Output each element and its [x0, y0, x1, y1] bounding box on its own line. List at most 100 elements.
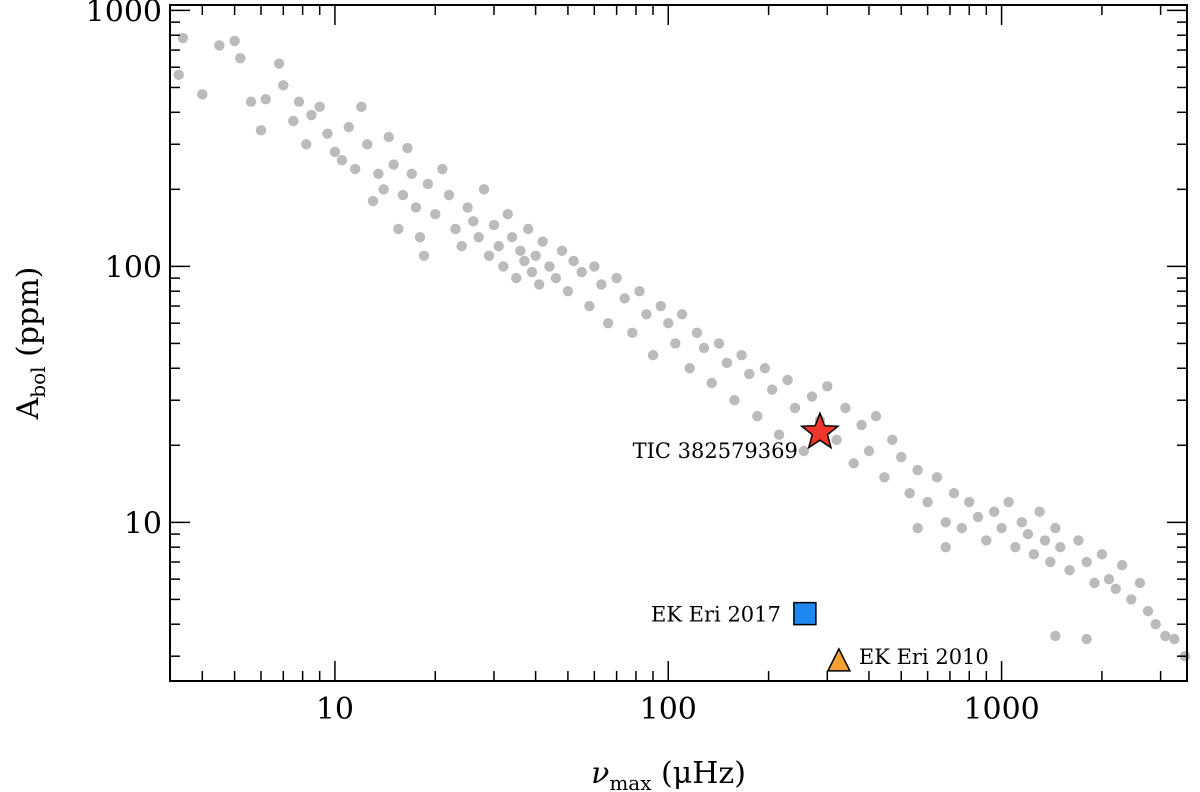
data-point [406, 168, 417, 179]
data-point [173, 69, 184, 81]
data-point [533, 279, 545, 290]
data-point [1016, 517, 1028, 528]
x-tick-label: 100 [640, 692, 697, 727]
data-point [904, 487, 915, 499]
data-point [641, 309, 652, 320]
data-point [576, 266, 587, 278]
data-point [1028, 549, 1040, 560]
data-point [1022, 528, 1034, 540]
triangle-marker [826, 647, 852, 672]
data-point [306, 109, 317, 121]
data-point [378, 184, 389, 195]
data-point [388, 159, 399, 170]
data-point [278, 80, 289, 91]
data-point [1055, 541, 1066, 553]
data-point [691, 327, 703, 339]
data-point [456, 240, 467, 252]
data-point [789, 402, 801, 414]
data-point [1003, 496, 1014, 508]
y-tick-label: 100 [105, 250, 162, 285]
data-point [450, 223, 461, 235]
data-point [515, 245, 526, 257]
data-point [229, 35, 240, 47]
data-point [410, 202, 422, 213]
data-point [530, 250, 541, 261]
data-point [1034, 506, 1045, 517]
data-point [940, 541, 951, 553]
data-point [1110, 583, 1121, 595]
data-point [798, 445, 809, 457]
data-point [336, 154, 348, 166]
data-point [759, 363, 771, 374]
data-point [1050, 522, 1061, 534]
data-point [619, 293, 630, 304]
data-point [1045, 556, 1056, 568]
data-point [1064, 565, 1075, 576]
data-point [647, 349, 659, 361]
data-point [260, 93, 271, 105]
data-point [698, 342, 710, 354]
data-point [526, 266, 538, 278]
data-point [1073, 535, 1084, 546]
data-point [1081, 556, 1092, 568]
data-point [519, 255, 530, 267]
data-point [596, 279, 607, 290]
data-point [1050, 630, 1061, 642]
data-point [511, 272, 522, 284]
data-point [584, 300, 595, 312]
data-point [177, 32, 189, 44]
data-point [822, 381, 833, 392]
data-point [972, 511, 984, 523]
data-point [362, 139, 373, 150]
data-point [1081, 633, 1092, 645]
data-point [744, 368, 755, 380]
data-point [634, 285, 645, 297]
data-point [773, 429, 785, 440]
data-point [245, 96, 257, 107]
data-point [397, 189, 409, 201]
y-tick-label: 1000 [86, 0, 162, 29]
data-point [896, 451, 907, 463]
data-point [721, 357, 733, 369]
data-point [422, 178, 434, 190]
data-point [418, 250, 430, 261]
data-point [870, 410, 882, 422]
data-point [589, 261, 600, 272]
data-point [948, 487, 960, 499]
data-point [356, 101, 367, 113]
data-point [478, 184, 490, 195]
data-point [940, 517, 951, 528]
data-point [383, 131, 394, 143]
data-point [782, 374, 793, 386]
square-marker [793, 601, 817, 626]
data-point [293, 96, 305, 107]
data-point [273, 58, 285, 69]
data-point [402, 142, 413, 154]
data-point [879, 472, 890, 483]
data-point [322, 128, 333, 139]
data-point [988, 506, 1000, 517]
data-point [462, 202, 473, 213]
data-point [863, 445, 875, 457]
data-point [483, 250, 495, 261]
data-point [550, 272, 562, 284]
y-axis-title: Abol (ppm) [11, 267, 50, 421]
data-point [473, 232, 484, 243]
data-point [493, 240, 504, 252]
scatter-layer [173, 32, 1191, 662]
data-point [468, 216, 479, 227]
data-point [848, 458, 859, 469]
data-point [1150, 619, 1161, 630]
x-tick-label: 10 [316, 692, 354, 727]
data-point [568, 255, 579, 267]
data-point [329, 146, 341, 158]
data-point [255, 125, 267, 136]
data-point [301, 139, 312, 150]
data-point [856, 419, 867, 431]
data-point [912, 522, 923, 534]
annotation-label: EK Eri 2010 [859, 645, 989, 669]
data-point [806, 391, 818, 402]
data-point [670, 338, 681, 349]
data-point [887, 434, 898, 446]
